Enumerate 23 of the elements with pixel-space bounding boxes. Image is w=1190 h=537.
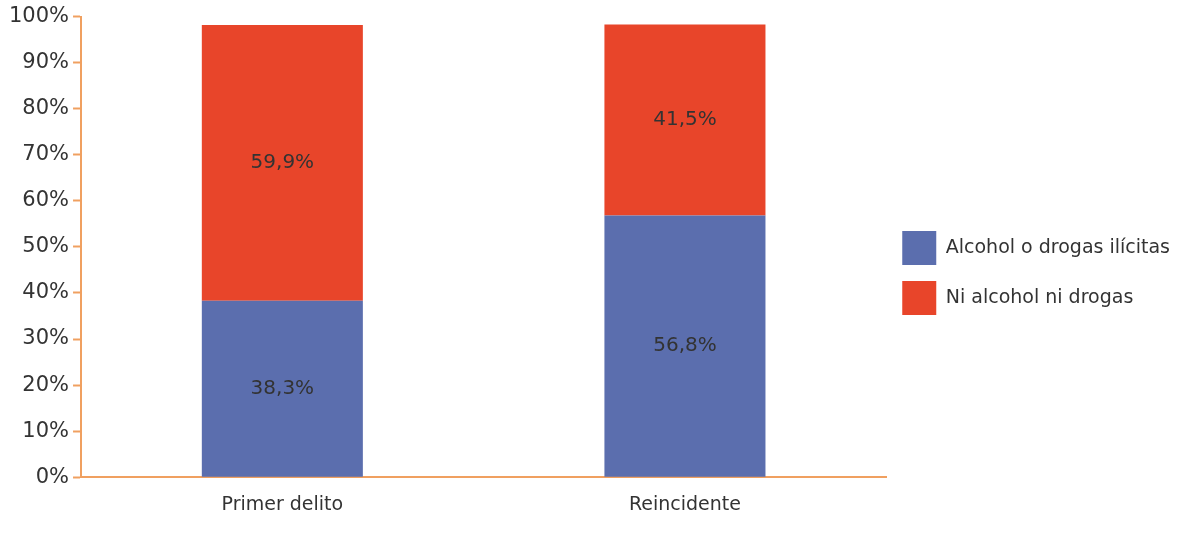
y-tick-label: 40% xyxy=(22,279,70,304)
bar xyxy=(201,300,363,477)
bar xyxy=(604,24,766,216)
data-label: 59,9% xyxy=(250,149,315,174)
data-label: 38,3% xyxy=(250,374,315,399)
legend-label: Alcohol o drogas ilícitas xyxy=(945,234,1171,257)
y-tick-label: 100% xyxy=(8,3,70,28)
y-tick-label: 60% xyxy=(22,187,70,212)
data-label: 56,8% xyxy=(653,332,717,357)
y-tick-label: 10% xyxy=(22,417,70,442)
bar xyxy=(201,24,363,301)
legend-label: Ni alcohol ni drogas xyxy=(945,284,1134,307)
y-tick-label: 30% xyxy=(22,325,70,350)
y-tick-label: 90% xyxy=(22,49,70,74)
y-tick-label: 70% xyxy=(22,141,70,166)
bar xyxy=(604,215,766,477)
x-tick-label: Primer delito xyxy=(221,491,344,514)
y-tick-label: 20% xyxy=(22,371,70,396)
y-tick-label: 50% xyxy=(22,233,70,258)
y-tick-label: 80% xyxy=(22,95,70,120)
data-label: 41,5% xyxy=(653,106,717,131)
y-tick-label: 0% xyxy=(35,463,70,488)
x-tick-label: Reincidente xyxy=(628,491,741,514)
